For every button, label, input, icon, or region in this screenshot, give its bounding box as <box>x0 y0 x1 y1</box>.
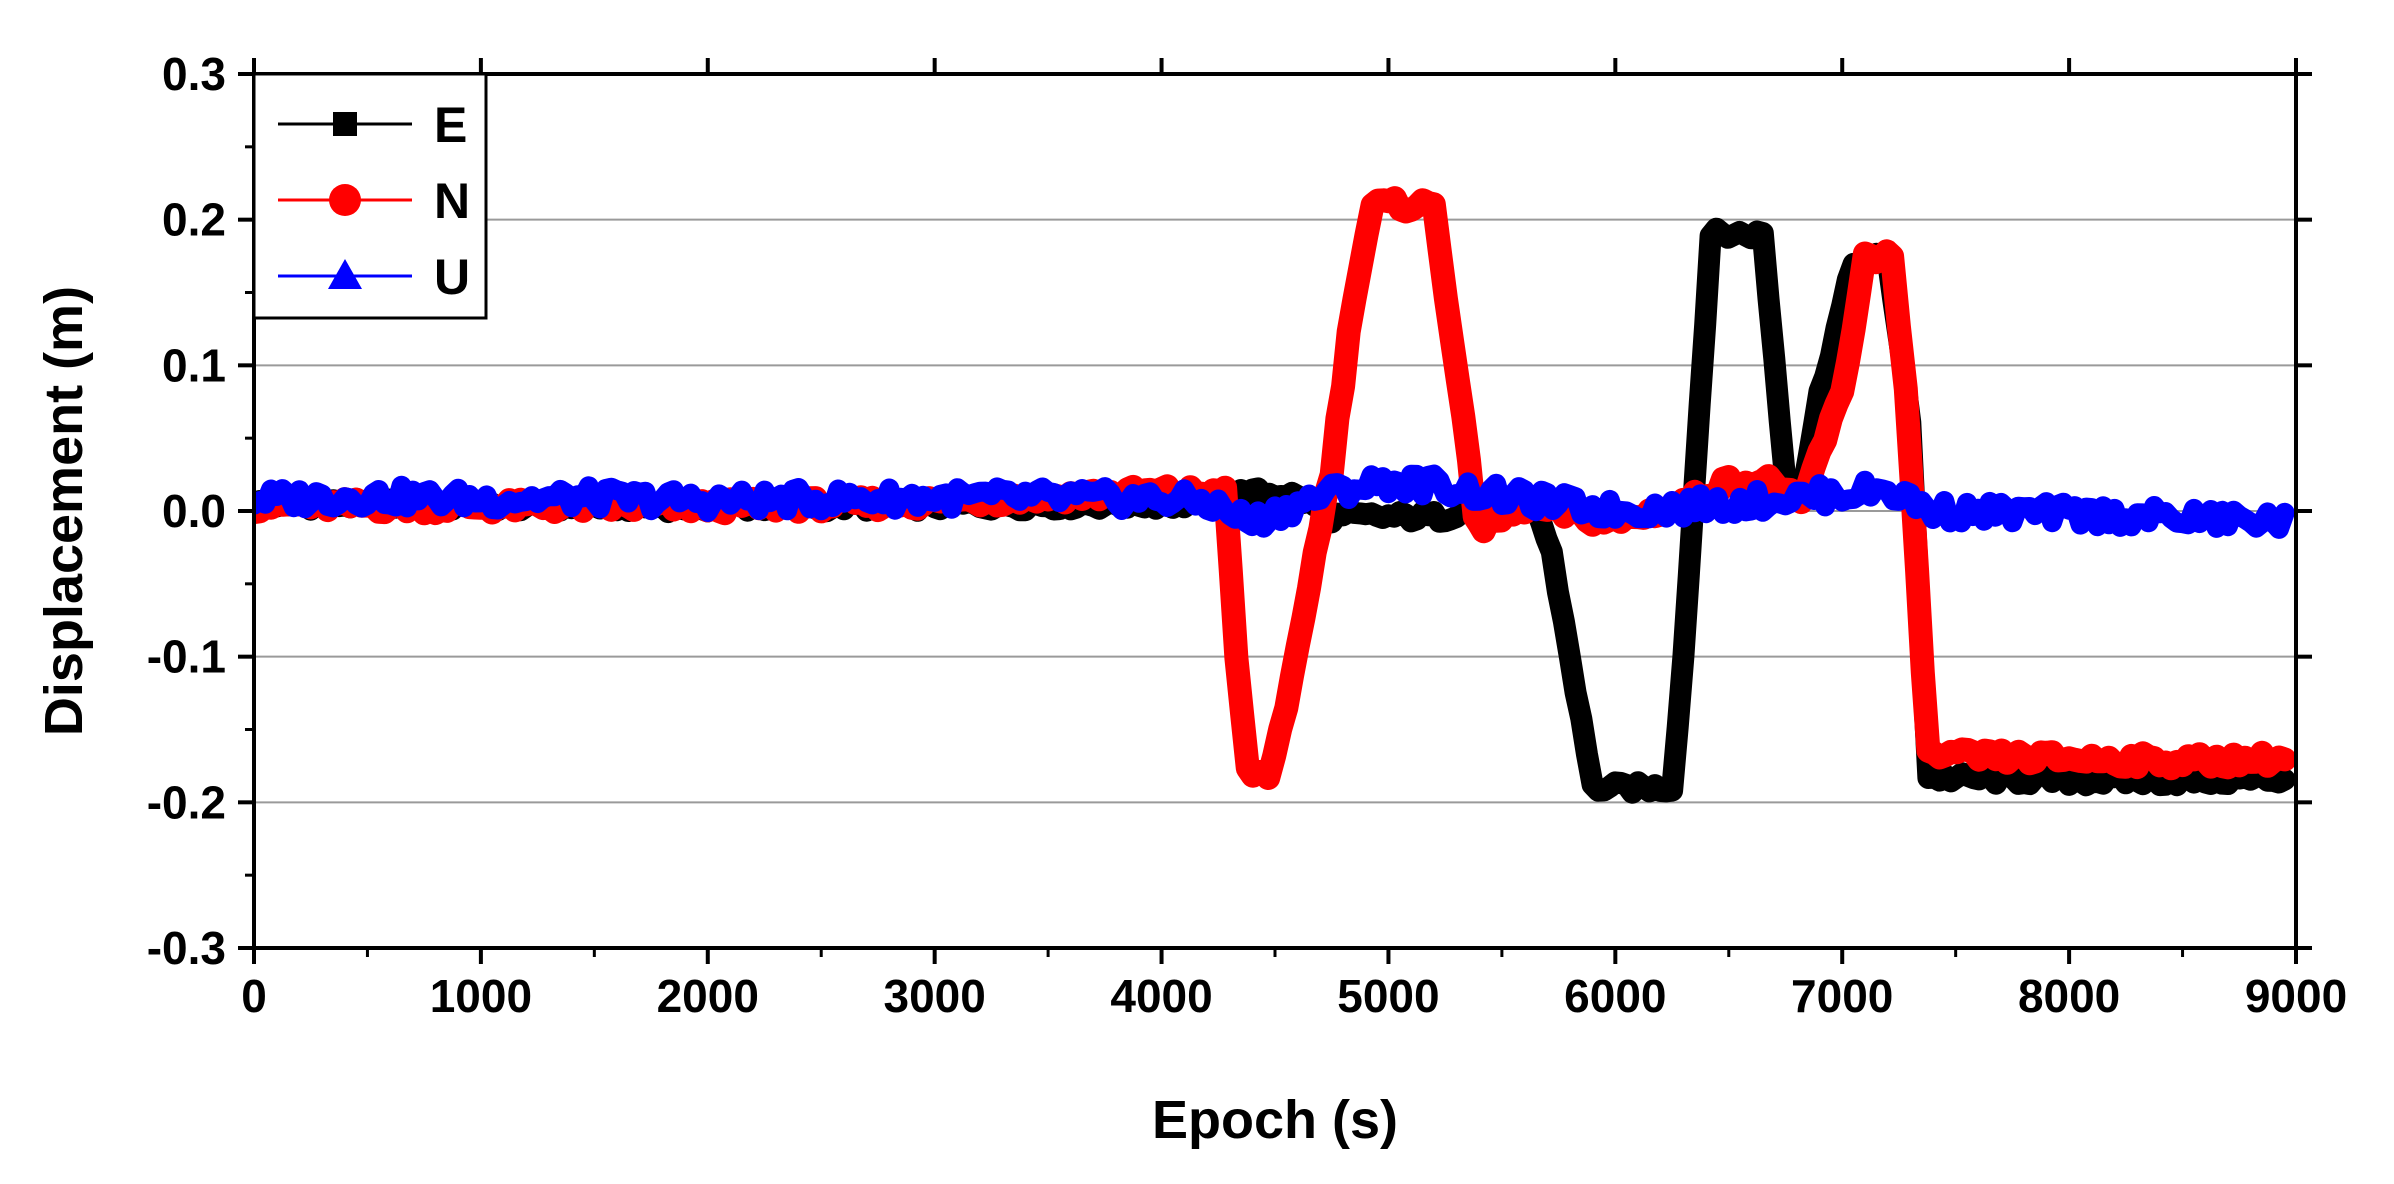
legend-marker-e <box>333 112 357 136</box>
x-tick-label-5: 5000 <box>1337 970 1439 1022</box>
y-tick-label-1: -0.2 <box>147 776 226 828</box>
y-tick-label-3: 0.0 <box>162 485 226 537</box>
series-layer <box>254 186 2296 804</box>
tick-labels: 0 1000 2000 3000 4000 5000 6000 7000 8000 9000 -0.… <box>147 48 2347 1022</box>
y-tick-label-2: -0.1 <box>147 631 226 683</box>
y-tick-label-0: -0.3 <box>147 922 226 974</box>
x-tick-label-2: 2000 <box>657 970 759 1022</box>
x-tick-label-8: 8000 <box>2018 970 2120 1022</box>
x-tick-label-9: 9000 <box>2245 970 2347 1022</box>
legend-label-n: N <box>434 173 470 229</box>
x-tick-label-7: 7000 <box>1791 970 1893 1022</box>
axis-ticks <box>238 58 2312 964</box>
y-tick-label-5: 0.2 <box>162 194 226 246</box>
legend-label-u: U <box>434 249 470 305</box>
legend-marker-u <box>328 259 362 289</box>
x-tick-label-1: 1000 <box>430 970 532 1022</box>
y-axis-title: Displacement (m) <box>34 286 94 736</box>
x-tick-label-0: 0 <box>241 970 267 1022</box>
y-tick-label-6: 0.3 <box>162 48 226 100</box>
y-tick-label-4: 0.1 <box>162 339 226 391</box>
series-line-u <box>254 464 2295 539</box>
x-axis-title: Epoch (s) <box>1152 1090 1398 1150</box>
x-tick-label-6: 6000 <box>1564 970 1666 1022</box>
legend-marker-n <box>329 184 361 216</box>
x-tick-label-4: 4000 <box>1110 970 1212 1022</box>
x-tick-label-3: 3000 <box>883 970 985 1022</box>
legend-label-e: E <box>434 97 467 153</box>
legend: ENU <box>252 72 488 320</box>
